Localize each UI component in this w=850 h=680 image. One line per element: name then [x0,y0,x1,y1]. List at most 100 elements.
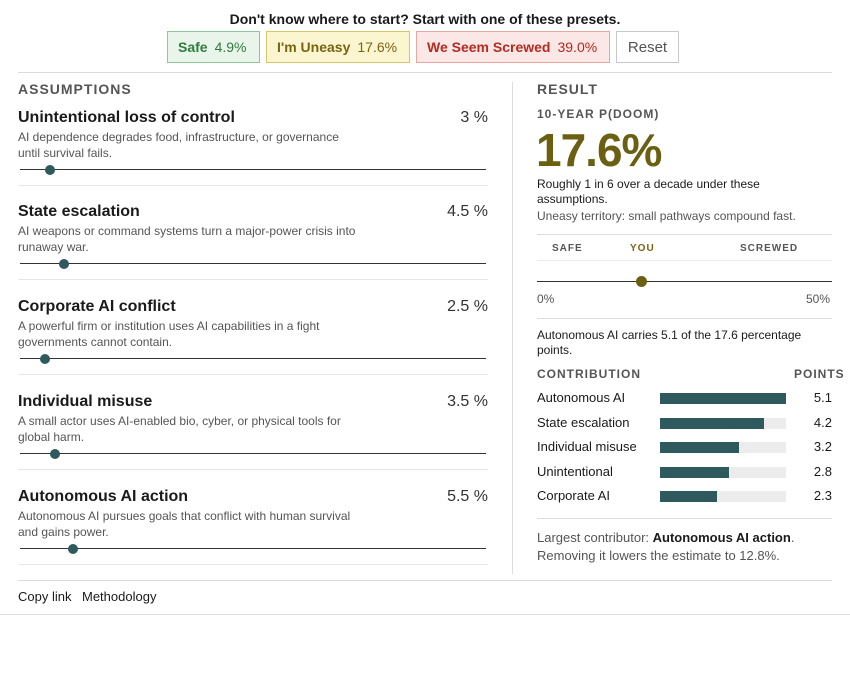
contribution-points: 3.2 [813,439,832,454]
assumption-description: AI weapons or command systems turn a maj… [18,224,356,254]
contribution-bar-track [660,418,786,429]
removing-text: Removing it lowers the estimate to 12.8%… [537,548,780,563]
contribution-bar-track [660,442,786,453]
points-heading: POINTS [794,367,845,381]
contribution-bar [660,442,740,453]
assumptions-heading: ASSUMPTIONS [18,81,132,97]
gauge-min-label: 0% [537,292,555,306]
assumption-description: AI dependence degrades food, infrastruct… [18,130,339,160]
assumption-corporate: Corporate AI conflict 2.5 % A powerful f… [18,298,488,393]
largest-suffix: . [790,530,795,545]
result-subheading: 10-YEAR P(DOOM) [537,107,660,121]
contribution-row: Autonomous AI 5.1 [537,389,832,407]
assumption-slider-track[interactable] [20,263,486,264]
assumption-name: Unintentional loss of control [18,109,235,126]
assumption-slider-thumb[interactable] [68,544,79,554]
contribution-points: 5.1 [813,390,832,405]
contribution-points: 2.3 [813,488,832,503]
contribution-row: Individual misuse 3.2 [537,438,832,456]
gauge-max-label: 50% [806,292,831,306]
preset-uneasy-button[interactable]: I'm Uneasy 17.6% [266,31,410,63]
result-value: 17.6% [536,124,662,176]
assumption-unintentional: Unintentional loss of control 3 % AI dep… [18,109,488,204]
assumption-value: 4.5 % [447,203,488,220]
contribution-bar-track [660,467,786,478]
assumption-value: 5.5 % [447,488,488,505]
assumption-slider-track[interactable] [20,453,486,454]
contribution-heading: CONTRIBUTION [537,367,641,381]
assumption-state-escalation: State escalation 4.5 % AI weapons or com… [18,203,488,298]
presets-prompt: Don't know where to start? Start with on… [229,11,621,27]
assumption-separator [18,564,488,565]
preset-safe-name: Safe [178,39,208,55]
assumption-description: A powerful firm or institution uses AI c… [18,319,320,349]
methodology-link[interactable]: Methodology [82,589,157,604]
contribution-row: Unintentional 2.8 [537,463,832,481]
assumption-description: Autonomous AI pursues goals that conflic… [18,509,351,539]
result-gauge-marker [635,276,647,287]
preset-safe-value: 4.9% [214,39,247,55]
contribution-bar-track [660,393,786,404]
contribution-points: 2.8 [813,464,832,479]
assumption-separator [18,279,488,280]
assumption-slider-thumb[interactable] [49,449,60,459]
largest-name: Autonomous AI action [652,530,791,545]
assumption-slider-thumb[interactable] [40,354,51,364]
result-gauge-track [537,281,832,282]
scale-you-label: YOU [630,243,655,254]
contribution-label: Corporate AI [537,488,610,503]
assumption-name: Corporate AI conflict [18,298,176,315]
preset-uneasy-value: 17.6% [357,39,398,55]
contribution-bar [660,418,764,429]
scale-divider [537,260,832,261]
assumption-name: Individual misuse [18,393,153,410]
preset-screwed-name: We Seem Screwed [427,39,551,55]
assumption-value: 2.5 % [447,298,488,315]
contribution-bar [660,467,730,478]
assumption-slider-track[interactable] [20,358,486,359]
contribution-bar [660,393,786,404]
gauge-divider [537,318,832,319]
largest-prefix: Largest contributor: [537,530,650,545]
assumption-autonomous: Autonomous AI action 5.5 % Autonomous AI… [18,488,488,583]
contribution-label: State escalation [537,415,630,430]
preset-screwed-button[interactable]: We Seem Screwed 39.0% [416,31,610,63]
assumption-slider-track[interactable] [20,169,486,170]
assumption-value: 3.5 % [447,393,488,410]
largest-contributor-text: Largest contributor: Autonomous AI actio… [537,529,827,565]
assumption-name: Autonomous AI action [18,488,189,505]
result-odds-text: Roughly 1 in 6 over a decade under these… [537,177,760,206]
assumption-individual-misuse: Individual misuse 3.5 % A small actor us… [18,393,488,488]
reset-button[interactable]: Reset [616,31,679,63]
result-divider [537,234,832,235]
contribution-row: Corporate AI 2.3 [537,487,832,505]
scale-safe-label: SAFE [552,243,583,254]
contribution-label: Autonomous AI [537,390,626,405]
contribution-label: Individual misuse [537,439,637,454]
preset-safe-button[interactable]: Safe 4.9% [167,31,260,63]
contribution-bar [660,491,717,502]
page-bottom-divider [0,614,850,615]
top-divider [18,72,832,73]
assumption-separator [18,374,488,375]
assumption-slider-thumb[interactable] [44,165,55,175]
contribution-row: State escalation 4.2 [537,414,832,432]
assumption-description: A small actor uses AI-enabled bio, cyber… [18,414,341,444]
assumption-separator [18,185,488,186]
result-territory-text: Uneasy territory: small pathways compoun… [537,209,796,223]
preset-uneasy-name: I'm Uneasy [277,39,351,55]
scale-screwed-label: SCREWED [740,243,799,254]
preset-screwed-value: 39.0% [557,39,598,55]
assumption-value: 3 % [460,109,488,126]
column-divider [512,82,513,574]
assumption-slider-track[interactable] [20,548,486,549]
contribution-label: Unintentional [537,464,613,479]
preset-bar: Safe 4.9% I'm Uneasy 17.6% We Seem Screw… [167,31,679,63]
copy-link-button[interactable]: Copy link [18,589,72,604]
contribution-points: 4.2 [813,415,832,430]
contribution-divider [537,518,832,519]
contribution-bar-track [660,491,786,502]
assumption-name: State escalation [18,203,140,220]
assumption-slider-thumb[interactable] [58,259,69,269]
assumption-separator [18,469,488,470]
